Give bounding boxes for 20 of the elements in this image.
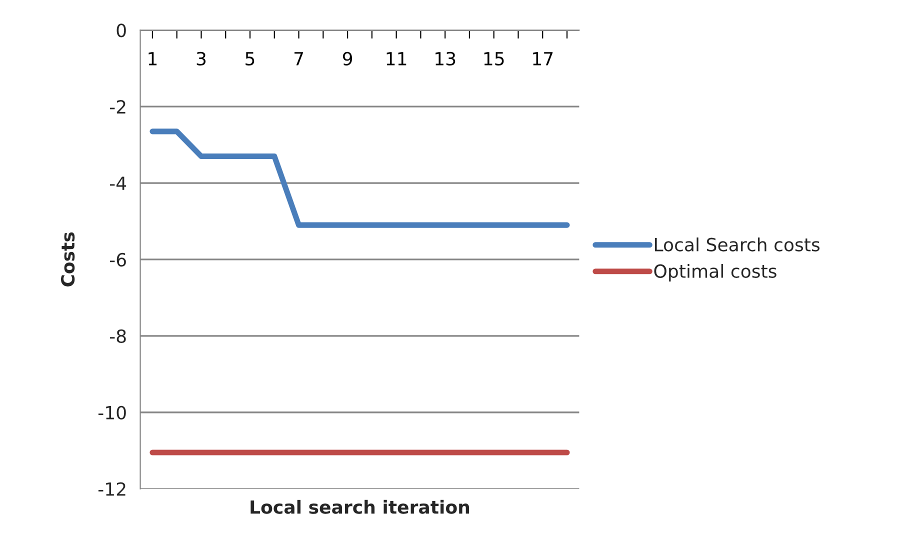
x-tick-label: 3 <box>196 52 206 66</box>
x-tick-label: 1 <box>148 52 157 66</box>
y-tick-label: -12 <box>98 482 126 496</box>
y-tick-label: -4 <box>110 176 126 190</box>
y-tick-label: -2 <box>110 100 126 114</box>
legend-label: Local Search costs <box>655 237 820 252</box>
x-tick-label: 9 <box>342 52 352 66</box>
x-axis-title: Local search iteration <box>250 500 470 514</box>
x-tick-label: 7 <box>294 52 303 66</box>
x-tick-label: 11 <box>386 52 406 66</box>
legend-label: Optimal costs <box>654 264 776 282</box>
y-tick-label: -8 <box>110 329 126 344</box>
y-tick-label: -6 <box>110 252 126 267</box>
y-tick-label: -10 <box>98 406 126 420</box>
x-tick-label: 13 <box>436 52 456 66</box>
x-tick-label: 15 <box>484 52 504 66</box>
x-tick-label: 5 <box>246 52 254 66</box>
y-tick-label: 0 <box>116 24 126 38</box>
y-axis-title: Costs <box>60 232 75 286</box>
x-tick-label: 17 <box>533 52 553 66</box>
